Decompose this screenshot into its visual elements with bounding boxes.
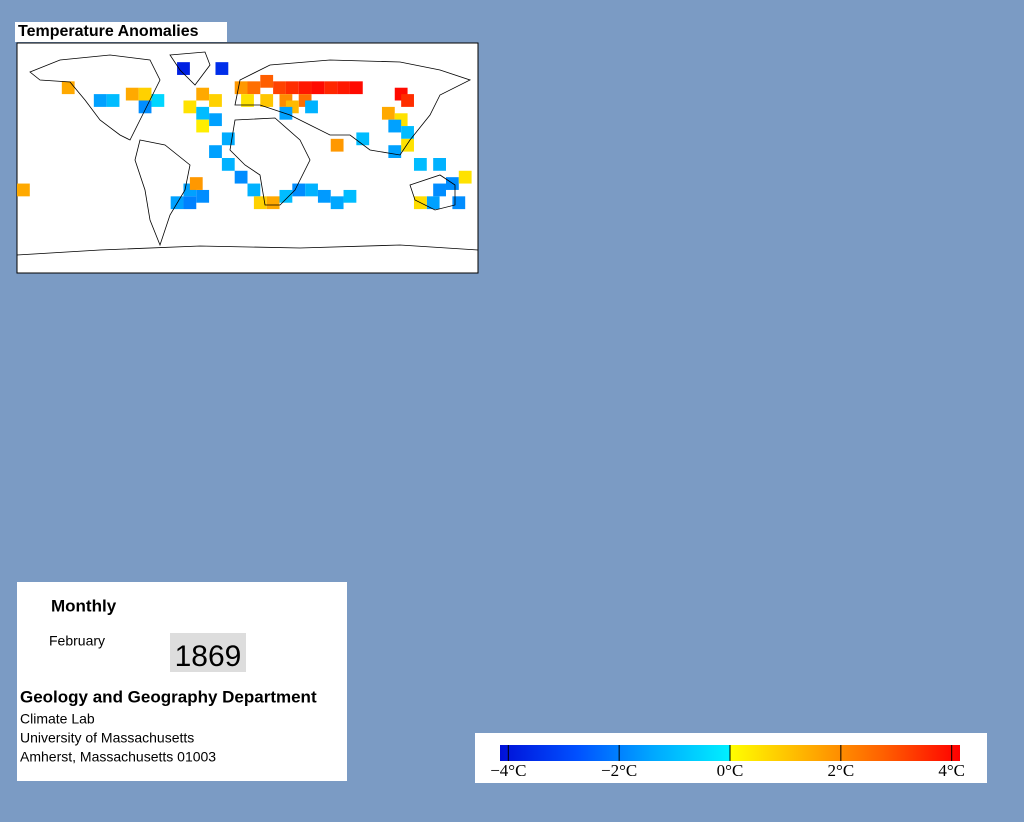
anomaly-cell xyxy=(196,119,210,133)
anomaly-cell xyxy=(298,81,312,95)
anomaly-cell xyxy=(305,100,318,114)
anomaly-cell xyxy=(106,94,120,107)
anomaly-cell xyxy=(177,62,190,75)
anomaly-cell xyxy=(196,106,210,120)
anomaly-cell xyxy=(413,158,427,171)
anomaly-cell xyxy=(209,94,222,107)
anomaly-cell xyxy=(381,106,395,120)
anomaly-cell xyxy=(93,94,107,107)
eurasia xyxy=(234,59,472,156)
anomaly-cell xyxy=(401,126,414,139)
anomaly-cell xyxy=(221,158,235,171)
anomaly-cell xyxy=(209,145,222,158)
info-line: Climate Lab xyxy=(20,711,95,727)
anomaly-cell xyxy=(349,81,363,95)
colorbar-tick-label: 4°C xyxy=(938,761,965,780)
anomaly-cell xyxy=(183,196,197,210)
africa xyxy=(229,117,311,206)
coastlines xyxy=(16,51,479,256)
info-panel xyxy=(17,582,347,781)
anomaly-cell xyxy=(61,81,75,95)
anomaly-cell xyxy=(196,189,210,203)
period: Monthly xyxy=(51,596,117,615)
colorbar-tick-label: 2°C xyxy=(828,761,855,780)
anomaly-cell xyxy=(138,100,152,114)
australia xyxy=(409,174,456,211)
anomaly-cell xyxy=(234,81,248,95)
anomaly-cell xyxy=(151,94,165,107)
year-box xyxy=(170,633,246,672)
anomaly-cell xyxy=(356,132,370,146)
anomaly-cell xyxy=(292,183,306,197)
anomaly-cell xyxy=(260,94,274,107)
anomaly-cell xyxy=(241,94,254,107)
anomaly-cell xyxy=(279,189,293,203)
anomaly-cell xyxy=(330,138,344,152)
anomaly-cell xyxy=(215,62,229,75)
anomaly-cell xyxy=(388,119,402,133)
year: 1869 xyxy=(175,640,242,673)
anomaly-cell xyxy=(266,196,280,210)
anomaly-layer xyxy=(17,62,472,210)
anomaly-cell xyxy=(426,196,440,210)
north-america xyxy=(29,54,161,141)
info-line: University of Massachusetts xyxy=(20,730,194,746)
title-box xyxy=(15,22,227,42)
anomaly-cell xyxy=(324,81,338,95)
anomaly-cell xyxy=(311,81,325,95)
department: Geology and Geography Department xyxy=(20,687,317,706)
greenland xyxy=(169,51,211,86)
anomaly-cell xyxy=(253,196,267,210)
month: February xyxy=(49,633,105,649)
anomaly-cell xyxy=(388,145,402,158)
anomaly-cell xyxy=(260,74,274,88)
anomaly-cell xyxy=(452,196,466,210)
anomaly-cell xyxy=(17,183,30,197)
anomaly-cell xyxy=(247,81,261,95)
anomaly-cell xyxy=(234,170,248,184)
anomaly-cell xyxy=(247,183,261,197)
info-line: Amherst, Massachusetts 01003 xyxy=(20,749,216,765)
anomaly-cell xyxy=(138,87,152,101)
anomaly-cell xyxy=(183,100,197,114)
colorbar-ticks: −4°C −2°C 0°C 2°C 4°C xyxy=(490,745,965,780)
anomaly-cell xyxy=(337,81,350,95)
anomaly-cell xyxy=(273,81,286,95)
anomaly-cell xyxy=(317,189,331,203)
map-title: Temperature Anomalies xyxy=(18,23,199,40)
colorbar-tick-label: 0°C xyxy=(717,761,744,780)
map-frame xyxy=(16,42,479,274)
anomaly-cell xyxy=(196,87,210,101)
antarctica xyxy=(16,244,479,256)
anomaly-cell xyxy=(209,113,222,127)
south-america xyxy=(134,139,191,247)
anomaly-cell xyxy=(305,183,318,197)
anomaly-cell xyxy=(189,177,203,190)
colorbar-tick-label: −2°C xyxy=(601,761,637,780)
anomaly-cell xyxy=(285,81,299,95)
anomaly-cell xyxy=(343,189,357,203)
anomaly-cell xyxy=(125,87,139,101)
anomaly-cell xyxy=(433,158,446,171)
anomaly-cell xyxy=(458,170,472,184)
colorbar-tick-label: −4°C xyxy=(490,761,526,780)
anomaly-cell xyxy=(433,183,446,197)
anomaly-cell xyxy=(401,94,414,107)
anomaly-cell xyxy=(330,196,344,210)
